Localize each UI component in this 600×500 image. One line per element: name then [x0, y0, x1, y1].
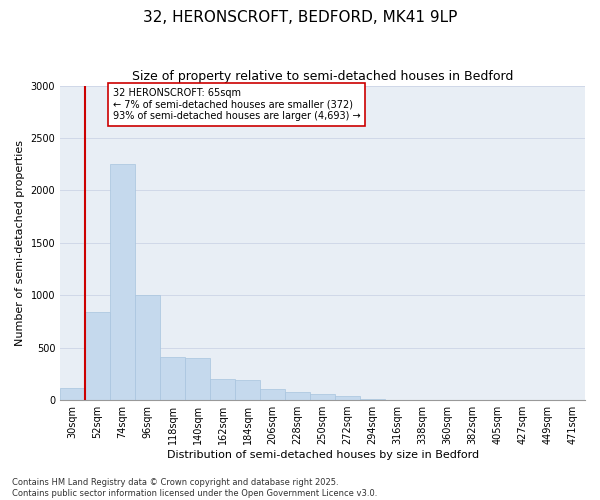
- Bar: [160, 357, 185, 400]
- Text: Contains HM Land Registry data © Crown copyright and database right 2025.
Contai: Contains HM Land Registry data © Crown c…: [12, 478, 377, 498]
- Bar: [60, 388, 85, 400]
- Bar: [135, 295, 160, 400]
- Bar: [360, 399, 385, 400]
- Text: 32, HERONSCROFT, BEDFORD, MK41 9LP: 32, HERONSCROFT, BEDFORD, MK41 9LP: [143, 10, 457, 25]
- Title: Size of property relative to semi-detached houses in Bedford: Size of property relative to semi-detach…: [132, 70, 513, 83]
- Bar: [335, 396, 360, 400]
- Bar: [235, 380, 260, 400]
- Text: 32 HERONSCROFT: 65sqm
← 7% of semi-detached houses are smaller (372)
93% of semi: 32 HERONSCROFT: 65sqm ← 7% of semi-detac…: [113, 88, 360, 121]
- Bar: [110, 164, 135, 400]
- Bar: [185, 358, 210, 400]
- X-axis label: Distribution of semi-detached houses by size in Bedford: Distribution of semi-detached houses by …: [167, 450, 479, 460]
- Bar: [260, 389, 285, 400]
- Bar: [310, 394, 335, 400]
- Bar: [285, 392, 310, 400]
- Y-axis label: Number of semi-detached properties: Number of semi-detached properties: [15, 140, 25, 346]
- Bar: [85, 312, 110, 400]
- Bar: [210, 379, 235, 400]
